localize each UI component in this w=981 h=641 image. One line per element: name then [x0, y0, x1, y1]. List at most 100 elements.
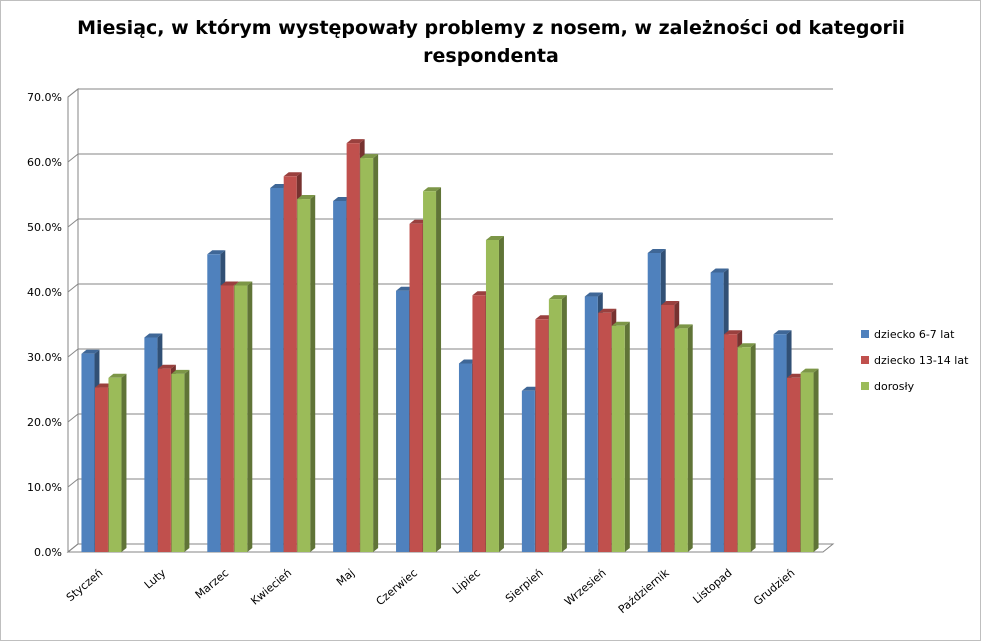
gridline-depth — [67, 218, 79, 228]
bar-front — [724, 334, 738, 552]
bar-front — [333, 201, 347, 552]
bar-side — [373, 154, 379, 552]
bar-front — [423, 191, 437, 552]
x-tick-label: Lipiec — [450, 566, 483, 597]
bar-front — [409, 223, 423, 552]
bar-top — [584, 292, 603, 297]
bar-front — [360, 158, 374, 552]
bar-top — [157, 364, 176, 369]
x-tick-label: Listopad — [690, 566, 734, 606]
x-tick-label: Czerwiec — [374, 566, 420, 608]
bar-top — [234, 281, 253, 286]
x-tick-label: Maj — [334, 566, 357, 588]
gridline-depth — [67, 88, 79, 98]
bar — [423, 187, 442, 552]
bar-top — [346, 139, 365, 144]
bar-front — [647, 253, 661, 552]
bar-top — [108, 373, 127, 378]
bar-top — [674, 324, 693, 329]
x-tick-label: Styczeń — [64, 566, 106, 604]
bar-side — [687, 324, 693, 552]
bar-top — [220, 281, 239, 286]
y-tick-label: 50.0% — [27, 221, 62, 234]
bar-front — [220, 285, 234, 552]
x-tick-label: Październik — [616, 566, 672, 616]
bar-top — [710, 268, 729, 273]
bar-top — [360, 154, 379, 159]
bar-top — [800, 368, 819, 373]
bar-side — [750, 343, 756, 552]
bar-top — [724, 330, 743, 335]
bar-front — [521, 390, 535, 552]
gridline-depth — [67, 478, 79, 488]
bar — [737, 343, 756, 552]
bar-front — [598, 312, 612, 552]
bar-side — [121, 373, 127, 552]
bar-front — [108, 377, 122, 552]
legend-swatch — [861, 330, 869, 338]
bar-side — [184, 369, 190, 552]
gridline-depth — [67, 413, 79, 423]
bar-front — [144, 337, 158, 552]
bar-top — [171, 369, 190, 374]
bar-top — [144, 333, 163, 338]
bar-front — [458, 363, 472, 552]
legend-item: dziecko 6-7 lat — [861, 321, 968, 347]
bar-front — [157, 368, 171, 552]
bar — [360, 154, 379, 552]
bar-top — [283, 172, 302, 177]
bar-side — [624, 321, 630, 552]
bar-front — [674, 328, 688, 552]
legend-item: dorosły — [861, 373, 968, 399]
bar-front — [535, 319, 549, 552]
legend: dziecko 6-7 lat dziecko 13-14 lat dorosły — [861, 321, 968, 399]
y-tick-label: 20.0% — [27, 416, 62, 429]
bar-top — [737, 343, 756, 348]
bar-top — [548, 295, 567, 300]
bar-top — [611, 321, 630, 326]
bar-side — [498, 236, 504, 552]
bar-front — [396, 290, 410, 552]
bar-front — [346, 143, 360, 552]
bar-side — [561, 295, 567, 552]
bar — [171, 369, 190, 552]
bar-front — [611, 325, 625, 552]
y-tick-label: 0.0% — [34, 546, 62, 559]
x-tick-label: Luty — [142, 566, 169, 592]
bar — [234, 281, 253, 552]
gridline-depth — [67, 543, 79, 553]
bar-front — [661, 305, 675, 552]
bar-front — [283, 176, 297, 553]
bar — [611, 321, 630, 552]
bar-side — [813, 368, 819, 552]
bar — [674, 324, 693, 552]
gridline-depth — [67, 153, 79, 163]
bar-top — [81, 349, 100, 354]
chart-title: Miesiąc, w którym występowały problemy z… — [77, 17, 905, 67]
legend-item: dziecko 13-14 lat — [861, 347, 968, 373]
bar — [108, 373, 127, 552]
gridline-depth — [67, 348, 79, 358]
x-tick-label: Marzec — [193, 566, 231, 601]
bar — [485, 236, 504, 552]
legend-swatch — [861, 382, 869, 390]
x-tick-label: Wrzesień — [562, 566, 609, 608]
bar — [800, 368, 819, 552]
bar-front — [270, 188, 284, 552]
y-tick-label: 10.0% — [27, 481, 62, 494]
bar-front — [207, 254, 221, 553]
bar-side — [310, 195, 316, 553]
bar-side — [247, 281, 253, 552]
bar-top — [485, 236, 504, 240]
bar-front — [737, 347, 751, 552]
bar — [548, 295, 567, 552]
bar-top — [207, 250, 226, 255]
x-tick-label: Grudzień — [751, 566, 797, 608]
bar-top — [647, 249, 666, 253]
y-tick-label: 30.0% — [27, 351, 62, 364]
bar-top — [773, 330, 792, 335]
bar-front — [548, 299, 562, 552]
bar-front — [773, 334, 787, 552]
